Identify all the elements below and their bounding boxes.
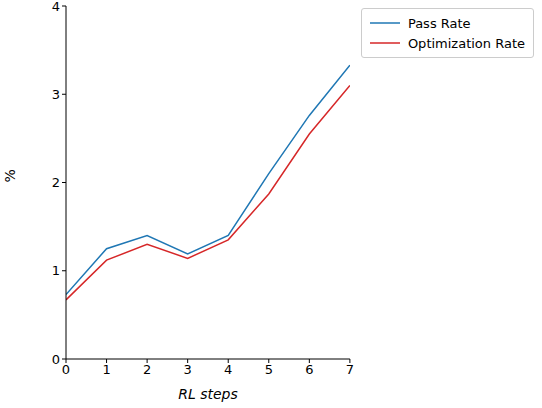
svg-text:4: 4 xyxy=(52,0,60,14)
html-text:Optimization Rate: Optimization Rate xyxy=(407,35,525,51)
svg-text:7: 7 xyxy=(346,362,354,377)
svg-text:5: 5 xyxy=(265,362,273,377)
svg-text:3: 3 xyxy=(52,87,60,102)
svg-text:1: 1 xyxy=(52,263,60,278)
svg-text:4: 4 xyxy=(224,362,232,377)
svg-text:6: 6 xyxy=(305,362,313,377)
html-text:Pass Rate: Pass Rate xyxy=(407,15,471,31)
svg-text:0: 0 xyxy=(62,362,70,377)
svg-text:RL steps: RL steps xyxy=(178,386,238,402)
svg-text:0: 0 xyxy=(52,352,60,367)
svg-text:2: 2 xyxy=(52,175,60,190)
svg-text:2: 2 xyxy=(143,362,151,377)
svg-text:3: 3 xyxy=(184,362,192,377)
svg-text:1: 1 xyxy=(102,362,110,377)
svg-text:%: % xyxy=(8,169,18,182)
